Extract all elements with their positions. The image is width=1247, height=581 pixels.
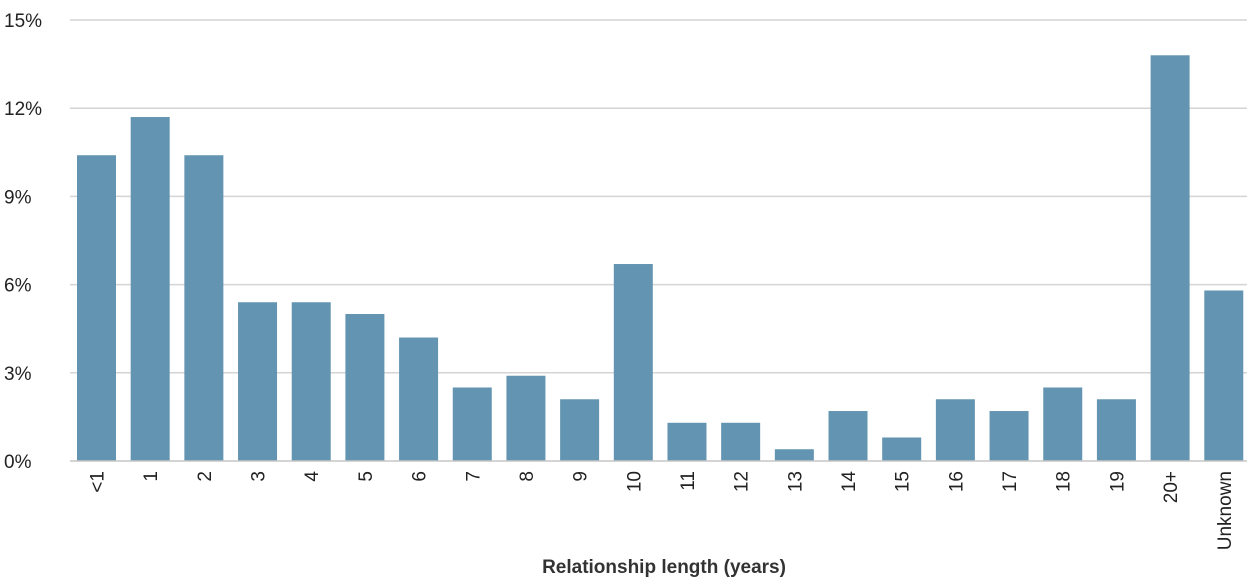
bars — [77, 55, 1244, 462]
x-tick-label: 19 — [1107, 471, 1128, 492]
bar — [399, 337, 439, 461]
x-tick-label: 13 — [785, 471, 806, 492]
gridlines — [70, 19, 1247, 374]
bar — [1043, 387, 1083, 461]
bar — [184, 155, 224, 462]
y-tick-label: 12% — [4, 99, 42, 120]
bar — [560, 399, 600, 461]
y-axis-ticks: 0% 3% 6% 9% 12% 15% — [4, 11, 42, 473]
x-tick-label: 6 — [410, 471, 431, 482]
bar — [77, 155, 116, 462]
x-tick-label: 5 — [356, 471, 377, 482]
bar — [828, 411, 868, 461]
x-tick-label: 20+ — [1161, 471, 1182, 503]
x-tick-label: 18 — [1054, 471, 1075, 492]
bar — [1204, 290, 1244, 461]
x-tick-label: 1 — [141, 471, 162, 482]
bar — [291, 302, 331, 461]
x-tick-label: 7 — [463, 471, 484, 482]
x-tick-label: 15 — [893, 471, 914, 492]
x-tick-label: Unknown — [1215, 471, 1236, 550]
x-tick-label: 12 — [732, 471, 753, 492]
y-tick-label: 3% — [4, 364, 32, 385]
x-tick-label: <1 — [88, 471, 109, 493]
x-tick-label: 2 — [195, 471, 216, 482]
x-tick-label: 8 — [517, 471, 538, 482]
bar — [1150, 55, 1190, 461]
y-tick-label: 15% — [4, 11, 42, 32]
x-tick-label: 10 — [624, 471, 645, 492]
bar — [882, 437, 922, 461]
bar — [345, 314, 385, 461]
y-tick-label: 9% — [4, 187, 32, 208]
x-tick-label: 4 — [302, 471, 323, 482]
bar — [721, 422, 761, 461]
y-tick-label: 0% — [4, 452, 32, 473]
x-axis-title: Relationship length (years) — [542, 557, 786, 578]
x-tick-label: 16 — [946, 471, 967, 492]
x-tick-label: 17 — [1000, 471, 1021, 492]
bar — [506, 375, 546, 461]
x-tick-label: 3 — [249, 471, 270, 482]
bar — [452, 387, 492, 461]
x-tick-label: 14 — [839, 471, 860, 493]
y-tick-label: 6% — [4, 276, 32, 297]
x-axis-ticks: <1 1 2 3 4 5 6 7 8 9 10 11 12 13 14 15 16 17 18 19 20+ Unknow… — [88, 471, 1236, 551]
x-tick-label: 11 — [678, 471, 699, 491]
bar — [1096, 399, 1136, 461]
bar — [989, 411, 1029, 461]
bar — [238, 302, 278, 461]
bar — [613, 264, 653, 461]
x-tick-label: 9 — [571, 471, 592, 482]
bar — [130, 117, 170, 462]
bar — [667, 422, 707, 461]
bar — [774, 449, 814, 461]
bar — [935, 399, 975, 461]
